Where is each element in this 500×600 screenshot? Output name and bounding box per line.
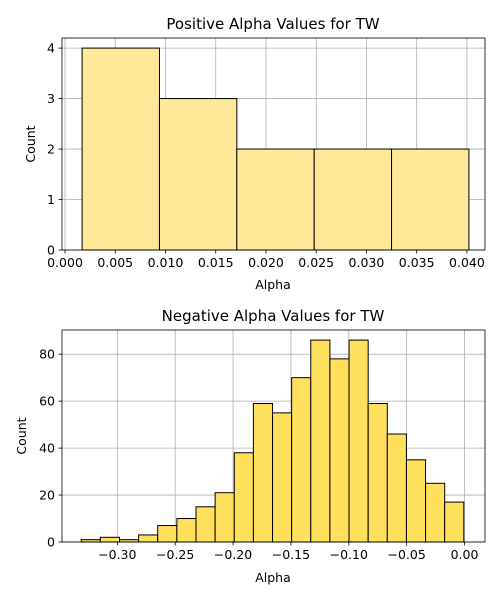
histogram-bar xyxy=(158,98,238,251)
y-tick-label: 80 xyxy=(39,347,55,362)
y-axis-label: Count xyxy=(14,417,29,454)
histogram-bar xyxy=(329,358,350,543)
y-tick-label: 2 xyxy=(47,142,55,157)
histogram-bar xyxy=(138,534,159,543)
y-axis-ticks: 0 1 2 3 4 xyxy=(47,41,62,258)
x-axis-ticks: −0.30 −0.25 −0.20 −0.15 −0.10 −0.05 0.00 xyxy=(98,542,478,562)
histogram-bar xyxy=(81,47,160,251)
histogram-bar xyxy=(310,339,331,543)
x-tick-label: −0.25 xyxy=(156,547,194,562)
plot-frame xyxy=(61,329,486,543)
plot-frame xyxy=(61,37,486,251)
histogram-bar xyxy=(176,518,197,543)
y-tick-label: 4 xyxy=(47,41,55,56)
histogram-bar xyxy=(291,377,312,543)
x-tick-label: 0.025 xyxy=(298,255,334,270)
x-tick-label: −0.30 xyxy=(98,547,136,562)
histogram-bar xyxy=(195,506,216,543)
y-axis-label: Count xyxy=(23,125,38,162)
x-tick-label: 0.020 xyxy=(248,255,284,270)
histogram-bar xyxy=(99,536,120,543)
x-tick-label: 0.030 xyxy=(349,255,385,270)
histogram-bar xyxy=(313,148,393,251)
chart-title: Positive Alpha Values for TW xyxy=(166,15,379,33)
x-tick-label: 0.000 xyxy=(47,255,83,270)
x-tick-label: −0.05 xyxy=(387,547,425,562)
x-tick-label: −0.20 xyxy=(214,547,252,562)
histogram-bar xyxy=(425,482,446,543)
y-tick-label: 0 xyxy=(47,535,55,550)
histogram-bar xyxy=(214,492,235,543)
y-tick-label: 60 xyxy=(39,394,55,409)
chart-title: Negative Alpha Values for TW xyxy=(162,307,385,325)
y-tick-label: 0 xyxy=(47,243,55,258)
histogram-bar xyxy=(348,339,369,543)
negative-alpha-chart: Negative Alpha Values for TW −0.30 −0.25−… xyxy=(14,307,486,585)
x-axis-ticks: 0.000 0.005 0.010 0.015 0.020 0.025 0.030 0.035… xyxy=(47,250,485,270)
y-tick-label: 20 xyxy=(39,488,55,503)
histogram-bar xyxy=(367,402,388,543)
y-tick-label: 40 xyxy=(39,441,55,456)
y-tick-label: 1 xyxy=(47,192,55,207)
histogram-bar xyxy=(386,433,407,543)
histogram-bar xyxy=(405,459,427,543)
x-tick-label: 0.010 xyxy=(148,255,184,270)
histogram-bar xyxy=(391,148,470,251)
positive-alpha-chart: Positive Alpha Values for TW 0.000 0.005 0… xyxy=(23,15,486,292)
x-tick-label: 0.035 xyxy=(399,255,435,270)
x-axis-label: Alpha xyxy=(255,277,291,292)
histogram-bar xyxy=(233,452,254,543)
histogram-bar xyxy=(236,148,315,251)
x-axis-label: Alpha xyxy=(255,570,291,585)
x-tick-label: −0.15 xyxy=(272,547,310,562)
y-axis-ticks: 0 20 40 60 80 xyxy=(39,347,62,550)
x-tick-label: 0.00 xyxy=(451,547,479,562)
x-tick-label: 0.015 xyxy=(198,255,234,270)
x-tick-label: 0.005 xyxy=(97,255,133,270)
x-tick-label: −0.10 xyxy=(330,547,368,562)
x-tick-label: 0.040 xyxy=(449,255,485,270)
y-tick-label: 3 xyxy=(47,91,55,106)
histogram-bar xyxy=(272,412,293,543)
histogram-bar xyxy=(252,402,274,543)
histogram-bar xyxy=(157,525,178,543)
histogram-bar xyxy=(444,501,465,543)
